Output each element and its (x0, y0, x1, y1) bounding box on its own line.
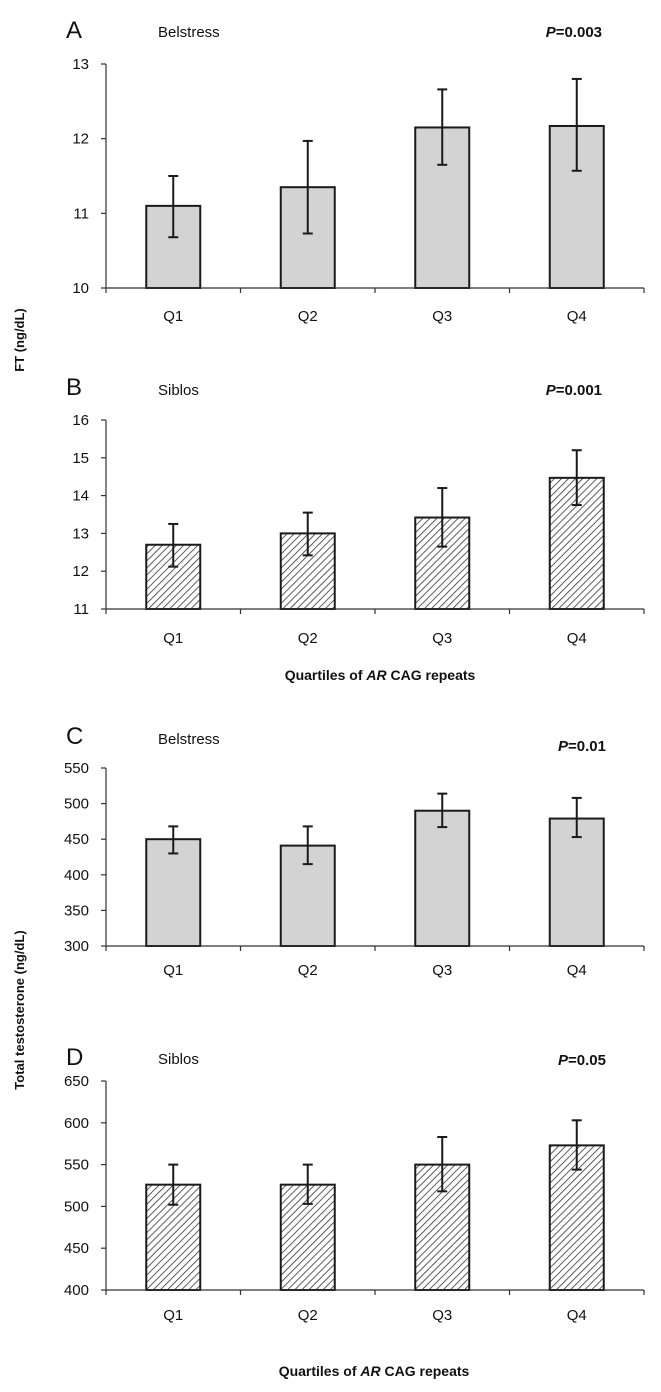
bar-q1 (145, 838, 202, 948)
y-tick-label: 14 (72, 488, 89, 505)
y-tick-label: 500 (64, 1198, 89, 1215)
panel-title: Siblos (158, 382, 199, 399)
p-number: =0.01 (568, 738, 606, 755)
y-tick-label: 10 (72, 280, 89, 297)
x-tick-label-q3: Q3 (432, 308, 452, 325)
p-label: P (558, 1052, 569, 1069)
p-number: =0.003 (556, 24, 602, 41)
y-tick-label: 16 (72, 412, 89, 429)
y-axis-label-total-testosterone: Total testosterone (ng/dL) (12, 930, 27, 1089)
p-value: P=0.01 (558, 738, 606, 755)
x-axis-ticks: Q1 Q2 Q3 Q4 (105, 609, 645, 647)
x-tick-label-q4: Q4 (567, 308, 587, 325)
y-axis-ticks: 10 11 12 13 (72, 56, 106, 297)
bars (145, 792, 605, 948)
x-tick-label-q3: Q3 (432, 962, 452, 979)
x-tick-label-q3: Q3 (432, 630, 452, 647)
bars (145, 449, 605, 611)
p-number: =0.05 (568, 1052, 606, 1069)
bars (145, 77, 605, 290)
y-tick-label: 13 (72, 525, 89, 542)
bars (145, 1119, 605, 1291)
panel-title: Belstress (158, 731, 220, 748)
x-axis-ticks: Q1 Q2 Q3 Q4 (105, 288, 645, 325)
bar-q3 (414, 809, 471, 947)
panel-a: A Belstress P=0.003 10 11 12 13 Q1 Q2 Q3 Q4 (66, 17, 645, 325)
panel-letter: B (66, 374, 82, 401)
y-axis-ticks: 11 12 13 14 15 16 (72, 412, 106, 618)
x-axis-ticks: Q1 Q2 Q3 Q4 (105, 946, 645, 979)
y-tick-label: 400 (64, 867, 89, 884)
y-tick-label: 12 (72, 131, 89, 148)
y-tick-label: 350 (64, 902, 89, 919)
y-tick-label: 300 (64, 938, 89, 955)
p-label: P (546, 382, 557, 399)
y-axis-label-ft: FT (ng/dL) (12, 308, 27, 372)
p-value: P=0.003 (546, 24, 602, 41)
panel-letter: C (66, 723, 83, 750)
x-tick-label-q4: Q4 (567, 962, 587, 979)
y-tick-label: 12 (72, 563, 89, 580)
y-tick-label: 550 (64, 1157, 89, 1174)
y-tick-label: 400 (64, 1282, 89, 1299)
y-axis-ticks: 400 450 500 550 600 650 (64, 1073, 106, 1299)
x-tick-label-q2: Q2 (298, 1307, 318, 1324)
y-axis-ticks: 300 350 400 450 500 550 (64, 760, 106, 955)
x-tick-label-q2: Q2 (298, 308, 318, 325)
panel-title: Belstress (158, 24, 220, 41)
y-tick-label: 650 (64, 1073, 89, 1090)
x-tick-label-q1: Q1 (163, 1307, 183, 1324)
bar-q4 (548, 817, 605, 947)
p-label: P (546, 24, 557, 41)
x-tick-label-q2: Q2 (298, 962, 318, 979)
x-tick-label-q1: Q1 (163, 630, 183, 647)
x-axis-ticks: Q1 Q2 Q3 Q4 (105, 1290, 645, 1324)
y-tick-label: 450 (64, 831, 89, 848)
panel-b: B Siblos P=0.001 11 12 13 14 15 16 Q1 Q2 Q3 Q4 Q… (66, 374, 645, 683)
panel-letter: D (66, 1044, 83, 1071)
y-tick-label: 15 (72, 450, 89, 467)
y-tick-label: 450 (64, 1240, 89, 1257)
x-tick-label-q4: Q4 (567, 630, 587, 647)
panel-c: C Belstress P=0.01 300 350 400 450 500 550 Q1… (64, 723, 645, 979)
y-tick-label: 11 (73, 205, 89, 222)
x-axis-label: Quartiles of AR CAG repeats (279, 1363, 470, 1379)
panel-letter: A (66, 17, 82, 44)
x-tick-label-q4: Q4 (567, 1307, 587, 1324)
p-value: P=0.001 (546, 382, 602, 399)
y-tick-label: 550 (64, 760, 89, 777)
y-tick-label: 600 (64, 1115, 89, 1132)
x-tick-label-q1: Q1 (163, 962, 183, 979)
panel-title: Siblos (158, 1051, 199, 1068)
y-tick-label: 500 (64, 796, 89, 813)
x-tick-label-q2: Q2 (298, 630, 318, 647)
p-label: P (558, 738, 569, 755)
y-tick-label: 13 (72, 56, 89, 73)
bar-q2 (279, 844, 336, 947)
x-axis-label: Quartiles of AR CAG repeats (285, 667, 476, 683)
x-tick-label-q3: Q3 (432, 1307, 452, 1324)
p-value: P=0.05 (558, 1052, 606, 1069)
x-tick-label-q1: Q1 (163, 308, 183, 325)
p-number: =0.001 (556, 382, 602, 399)
y-tick-label: 11 (73, 601, 89, 618)
